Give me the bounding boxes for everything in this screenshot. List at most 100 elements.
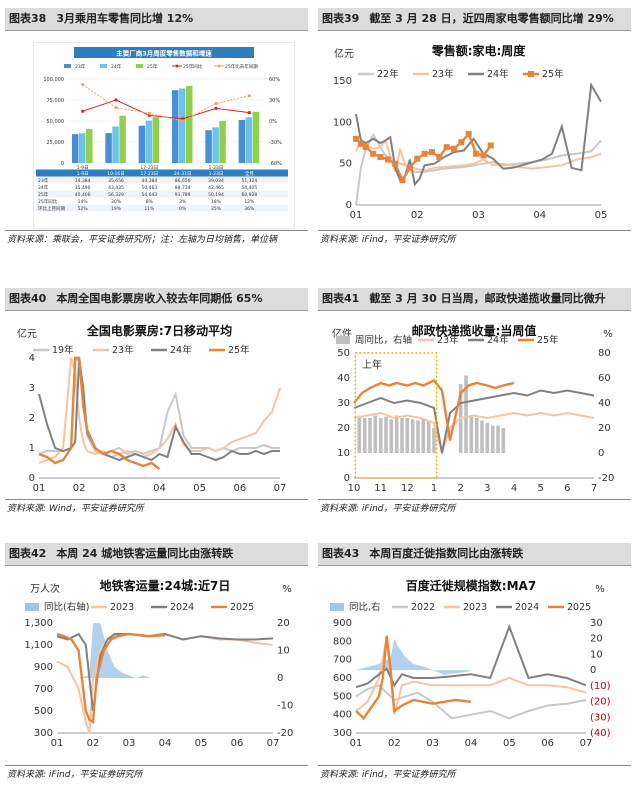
y2-axis-unit: % <box>603 329 613 340</box>
table-cell: 30% <box>111 199 122 205</box>
table-header-cell: 1-23日 <box>209 171 224 177</box>
series-line <box>353 411 595 457</box>
figure-title: 截至 3 月 30 日当周，邮政快递揽收量同比微升 <box>369 292 606 305</box>
annotation-label: 上年 <box>362 358 382 371</box>
data-point <box>399 177 406 184</box>
bar-mark <box>426 421 431 453</box>
y-tick-label: 50 <box>339 159 352 170</box>
data-point <box>421 150 428 157</box>
x-tick-label: 01 <box>350 210 363 221</box>
x-tick-label: 01 <box>33 483 46 494</box>
table-row-bg <box>36 190 288 198</box>
figure-number: 图表41 <box>322 292 360 305</box>
bar-mark <box>416 420 420 453</box>
y2-tick-label: -30% <box>269 140 282 146</box>
y2-tick-label: -20 <box>598 473 614 484</box>
y-tick-label: 1,300 <box>24 618 53 629</box>
legend-label: 25年 <box>542 68 564 80</box>
panel-42: 图表42 本周 24 城地铁客运量同比由涨转跌 地铁客运量:24城:近7日 万人次%… <box>5 543 308 783</box>
table-cell: 25% <box>211 206 222 212</box>
y-tick-label: 900 <box>34 662 53 673</box>
y2-tick-label: 30 <box>590 618 603 629</box>
table-row-bg <box>36 176 288 184</box>
table-cell: 18% <box>211 199 222 205</box>
x-tick-label: 05 <box>195 738 208 749</box>
table-cell: 11% <box>144 206 155 212</box>
figure-title: 本周 24 城地铁客运量同比由涨转跌 <box>56 547 234 560</box>
table-header-cell: 1-9日 <box>77 171 89 177</box>
x-tick-label: 1 <box>431 483 437 494</box>
table-cell: 12% <box>244 199 255 205</box>
bar-mark <box>490 425 495 453</box>
x-tick-label: 17-23日 <box>140 165 158 171</box>
y2-tick-label: 10 <box>590 649 603 660</box>
table-cell: 51,324 <box>241 178 257 184</box>
legend-label: 周同比，右轴 <box>355 334 412 346</box>
y-tick-label: 0 <box>61 161 64 167</box>
y-tick-label: 800 <box>333 636 352 647</box>
bar-mark <box>410 419 415 453</box>
bar-mark <box>474 418 479 453</box>
y2-tick-label: -10 <box>277 701 293 712</box>
chart-title: 全国电影票房:7日移动平均 <box>86 323 232 338</box>
legend-marker <box>217 64 221 68</box>
table-cell: 0% <box>179 206 187 212</box>
data-point <box>465 130 472 137</box>
table-cell: 25年 <box>38 191 49 198</box>
legend-swatch <box>330 603 344 611</box>
panel-38: 图表38 3月乘用车零售同比增 12% 主要厂商3月周度零售数据和增速 23年 24年… <box>5 8 308 245</box>
y-tick-label: 600 <box>333 673 352 684</box>
legend-label: 23年 <box>437 334 459 346</box>
chart-title: 零售额:家电:周度 <box>431 43 527 58</box>
data-point <box>81 83 85 87</box>
bar-mark <box>485 423 490 453</box>
x-tick-label: 04 <box>465 738 478 749</box>
y-tick-label: 30 <box>337 398 350 409</box>
legend-label: 24年 <box>170 344 192 356</box>
source-note: 资料来源：乘联会，平安证券研究所；注：左轴为日均销售，单位辆 <box>7 235 278 245</box>
chart-title: 百度迁徙规模指数:MA7 <box>406 578 536 593</box>
series-line <box>82 84 250 122</box>
source-note: 资料来源: iFind，平安证券研究所 <box>320 770 456 780</box>
x-tick-label: 10 <box>348 483 361 494</box>
legend-label: 同比(右轴) <box>44 601 89 613</box>
table-cell: 环比上月同期 <box>38 205 65 212</box>
y-axis-unit: 亿元 <box>17 327 37 340</box>
legend-swatch <box>336 336 350 344</box>
bar-mark <box>480 420 484 453</box>
data-point <box>247 94 251 98</box>
legend-label: 同比,右 <box>349 601 381 613</box>
bar-mark <box>212 127 219 163</box>
bar-mark <box>496 425 500 453</box>
chart-title-bar <box>74 47 254 58</box>
figure-title: 本周全国电影票房收入较去年同期低 65% <box>56 292 263 305</box>
x-tick-label: 4 <box>511 483 517 494</box>
series-line <box>355 138 602 173</box>
panel-header: 图表38 3月乘用车零售同比增 12% <box>5 8 308 31</box>
y-tick-label: 4 <box>29 353 35 364</box>
panel-header: 图表41 截至 3 月 30 日当周，邮政快递揽收量同比微升 <box>318 288 631 311</box>
legend-label: 2024 <box>170 602 194 613</box>
y-tick-label: 0 <box>346 200 352 211</box>
figure-title: 本周百度迁徙指数同比由涨转跌 <box>369 547 524 560</box>
source-note: 资料来源: iFind，平安证券研究所 <box>320 504 456 514</box>
table-cell: 60,928 <box>241 192 257 198</box>
x-tick-label: 5 <box>537 483 543 494</box>
bar-mark <box>384 416 388 453</box>
table-cell: 50,194 <box>208 192 224 198</box>
data-point <box>114 106 118 110</box>
x-tick-label: 03 <box>472 210 485 221</box>
y-tick-label: 500 <box>333 691 352 702</box>
data-point <box>114 98 118 102</box>
y-tick-label: 900 <box>333 618 352 629</box>
table-cell: 54,405 <box>241 185 257 191</box>
table-cell: 42,465 <box>208 185 224 191</box>
x-tick-label: 03 <box>123 738 136 749</box>
data-point <box>473 150 480 157</box>
x-tick-label: 04 <box>153 483 166 494</box>
data-point <box>377 154 384 161</box>
bar-mark <box>172 90 179 163</box>
y2-tick-label: -20 <box>277 728 293 739</box>
